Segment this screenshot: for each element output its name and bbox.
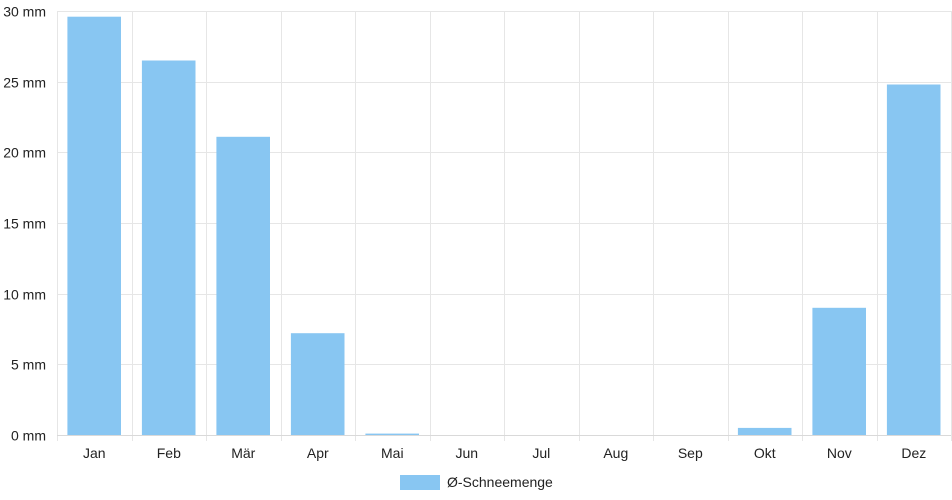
x-tick-label: Sep — [678, 445, 703, 461]
x-tick-label: Apr — [307, 445, 329, 461]
x-tick-label: Jul — [532, 445, 550, 461]
x-tick-label: Feb — [157, 445, 181, 461]
x-tick-label: Nov — [827, 445, 852, 461]
bar[interactable] — [737, 427, 792, 435]
y-tick-label: 30 mm — [3, 4, 46, 20]
bar[interactable] — [290, 333, 345, 435]
y-tick-label: 20 mm — [3, 145, 46, 161]
x-tick-label: Mär — [231, 445, 255, 461]
legend-label[interactable]: Ø-Schneemenge — [447, 474, 553, 490]
bar[interactable] — [365, 433, 419, 435]
bar[interactable] — [886, 84, 941, 436]
y-tick-label: 10 mm — [3, 287, 46, 303]
bar[interactable] — [216, 136, 270, 436]
bar[interactable] — [67, 16, 121, 435]
x-axis-tick-labels: Jan Feb Mär Apr Mai Jun Jul Aug Sep Okt Nov Dez — [83, 445, 926, 461]
y-tick-label: 5 mm — [11, 357, 46, 373]
legend-swatch[interactable] — [400, 475, 440, 490]
bars — [67, 16, 941, 436]
y-tick-label: 0 mm — [11, 428, 46, 444]
y-axis-tick-labels: 0 mm 5 mm 10 mm 15 mm 20 mm 25 mm 30 mm — [3, 4, 46, 444]
x-tick-label: Okt — [754, 445, 776, 461]
gridlines — [57, 11, 952, 441]
x-tick-label: Jun — [456, 445, 479, 461]
bar[interactable] — [141, 60, 196, 436]
y-tick-label: 25 mm — [3, 75, 46, 91]
bar[interactable] — [812, 307, 866, 435]
y-tick-label: 15 mm — [3, 216, 46, 232]
x-tick-label: Jan — [83, 445, 106, 461]
legend[interactable]: Ø-Schneemenge — [400, 474, 553, 490]
x-tick-label: Mai — [381, 445, 404, 461]
x-tick-label: Aug — [603, 445, 628, 461]
x-tick-label: Dez — [901, 445, 926, 461]
